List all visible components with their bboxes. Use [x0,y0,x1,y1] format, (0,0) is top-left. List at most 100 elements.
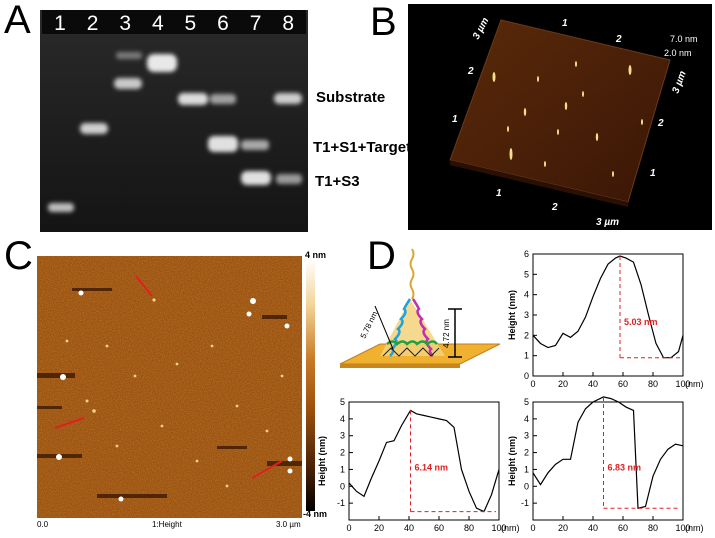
dna-triangle-diagram: 5.78 nm 4.72 nm [335,244,505,384]
gel-band [210,94,236,104]
afm3d-bottom-label: 1 [496,188,502,199]
gel-lane-number: 2 [86,12,99,35]
gel-band [241,171,271,185]
gel-svg [40,10,308,232]
panel-b-letter: B [370,0,397,44]
y-tick-label: 4 [524,290,529,300]
band-label-t1-s1-target: T1+S1+Target [313,139,412,156]
y-tick-label: 2 [524,330,529,340]
x-tick-label: 20 [374,523,384,533]
profile-line [348,409,500,513]
afm-x-end-label: 3.0 µm [276,520,301,529]
x-unit-label: (nm) [685,523,704,533]
afm-colorbar [306,259,315,511]
plot-frame [348,401,500,521]
afm3d-left-label: 1 [452,114,458,125]
x-tick-label: 40 [588,379,598,389]
y-tick-label: 0 [524,481,529,491]
x-tick-label: 0 [530,379,535,389]
gel-band [116,52,142,59]
panel-d-letter: D [367,234,396,278]
panel-a-letter: A [4,0,31,42]
x-tick-label: 40 [404,523,414,533]
afm-x-center-label: 1:Height [152,520,182,529]
gel-lane-number: 5 [184,12,197,35]
gel-band [48,203,74,212]
afm3d-left-label: 2 [467,66,474,77]
y-tick-label: 4 [340,414,345,424]
colorbar-bottom-label: -4 nm [303,509,328,519]
afm3d-top-label: 3 µm [471,16,492,42]
gel-lane-number: 6 [217,12,229,35]
triangle-height-label: 4.72 nm [442,319,451,348]
gel-lane-number: 7 [249,12,262,35]
x-tick-label: 80 [648,379,658,389]
profile-line [532,396,684,509]
y-tick-label: 3 [524,431,529,441]
afm-x-start-label: 0.0 [37,520,49,529]
x-tick-label: 20 [558,379,568,389]
x-tick-label: 60 [618,523,628,533]
y-tick-label: 1 [340,464,345,474]
y-tick-label: 1 [524,464,529,474]
gel-band [208,136,238,152]
x-tick-label: 100 [675,523,690,533]
gel-band [274,93,302,104]
dna-triangle-svg: 5.78 nm 4.72 nm [339,248,501,368]
gel-lane-number: 3 [119,12,132,35]
x-tick-label: 40 [588,523,598,533]
height-annotation: 6.14 nm [415,462,449,472]
height-annotation: 6.83 nm [608,462,642,472]
y-tick-label: 3 [524,310,529,320]
y-axis-label: Height (nm) [507,290,517,340]
y-tick-label: -1 [337,498,345,508]
y-tick-label: 0 [524,371,529,381]
afm-3d-svg: 3 µm 1 2 2 1 1 2 3 µm 3 µm 2 1 7.0 nm 2.… [449,16,698,228]
afm-2d-image [37,256,302,518]
afm-2d-svg [37,256,302,518]
gel-band [241,140,269,150]
afm3d-right-label: 2 [657,118,664,129]
x-tick-label: 80 [648,523,658,533]
y-tick-label: 2 [524,448,529,458]
y-axis-label: Height (nm) [507,436,517,486]
y-tick-label: 2 [340,448,345,458]
plot-frame [532,253,684,377]
x-tick-label: 100 [491,523,506,533]
band-label-substrate: Substrate [316,89,386,106]
afm3d-top-label: 2 [615,34,622,45]
y-tick-label: 0 [340,481,345,491]
x-unit-label: (nm) [501,523,520,533]
gel-band [114,78,142,89]
afm3d-right-label: 3 µm [670,70,688,95]
afm3d-scale-bottom: 2.0 nm [664,48,692,58]
y-tick-label: 5 [524,269,529,279]
y-tick-label: 3 [340,431,345,441]
x-tick-label: 0 [346,523,351,533]
x-tick-label: 60 [618,379,628,389]
y-tick-label: 5 [524,397,529,407]
x-tick-label: 60 [434,523,444,533]
gel-lane-number: 1 [54,12,66,35]
triangle-edge-label: 5.78 nm [359,310,380,340]
gel-band [147,54,177,72]
afm3d-scale-top: 7.0 nm [670,34,698,44]
y-tick-label: 4 [524,414,529,424]
x-unit-label: (nm) [685,379,704,389]
gel-lane-number: 8 [282,12,295,35]
gel-bands [48,52,302,212]
gel-band [178,93,208,105]
height-profile-chart-3: -1 0 1 2 3 4 5 0 20 40 60 80 100(nm) Height (nm) 6.83 … [507,396,704,533]
height-profile-chart-2: -1 0 1 2 3 4 5 0 20 40 60 80 100(nm) Height (nm) 6.14 … [317,397,520,533]
profile-line [532,255,684,359]
band-label-t1-s3: T1+S3 [315,173,360,190]
y-tick-label: 6 [524,249,529,259]
y-tick-label: 5 [340,397,345,407]
afm3d-right-label: 1 [650,168,656,179]
gel-band [276,174,302,184]
x-tick-label: 100 [675,379,690,389]
afm3d-top-label: 1 [562,18,568,29]
y-axis-label: Height (nm) [317,436,327,486]
